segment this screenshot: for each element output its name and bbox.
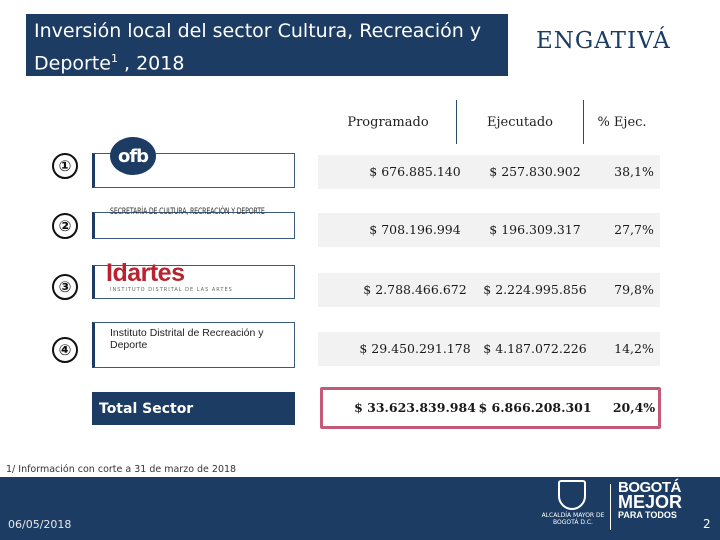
idartes-logo-subtitle: INSTITUTO DISTRITAL DE LAS ARTES (110, 287, 233, 293)
table-row (318, 213, 660, 247)
ofb-logo: ofb (110, 137, 156, 175)
col-header-ejecutado: Ejecutado (487, 114, 553, 130)
title-footnote-marker: 1 (110, 52, 118, 65)
entity-box-scrd (92, 212, 295, 239)
table-row (318, 332, 660, 366)
locality-name: ENGATIVÁ (536, 28, 671, 54)
entity-box-ofb (92, 153, 295, 188)
col-header-pct: % Ejec. (597, 114, 647, 130)
footer-bar (0, 477, 720, 540)
scrd-logo: SECRETARÍA DE CULTURA, RECREACIÓN Y DEPO… (110, 207, 265, 217)
entity-number-4: ④ (52, 337, 78, 363)
programado-value: $ 676.885.140 (369, 164, 461, 179)
table-row (318, 155, 660, 189)
col-divider (456, 100, 457, 144)
entity-box-idartes (92, 265, 295, 299)
total-row-frame (320, 387, 661, 429)
page-number: 2 (703, 517, 711, 531)
pct-value: 79,8% (614, 282, 654, 297)
pct-value: 14,2% (614, 341, 654, 356)
ejecutado-value: $ 196.309.317 (489, 222, 581, 237)
ejecutado-value: $ 257.830.902 (489, 164, 581, 179)
pct-value: 27,7% (614, 222, 654, 237)
table-row (318, 273, 660, 307)
slide-title: Inversión local del sector Cultura, Recr… (26, 14, 508, 76)
programado-value: $ 29.450.291.178 (359, 341, 471, 356)
alcaldia-label: ALCALDÍA MAYOR DE BOGOTÁ D.C. (541, 512, 605, 526)
entity-box-idrd (92, 322, 295, 368)
slide-date: 06/05/2018 (8, 518, 72, 531)
pct-value: 38,1% (614, 164, 654, 179)
footnote: 1/ Información con corte a 31 de marzo d… (6, 464, 237, 475)
col-divider (583, 100, 584, 144)
total-ejecutado-value: $ 6.866.208.301 (478, 400, 592, 415)
bogota-mejor-logo: BOGOTÁ MEJOR PARA TODOS (618, 479, 683, 520)
total-sector-label: Total Sector (92, 392, 295, 425)
total-pct-value: 20,4% (612, 400, 656, 415)
programado-value: $ 708.196.994 (369, 222, 461, 237)
ejecutado-value: $ 4.187.072.226 (483, 341, 587, 356)
city-crest-icon (558, 480, 586, 510)
ejecutado-value: $ 2.224.995.856 (483, 282, 587, 297)
idrd-logo: Instituto Distrital de Recreación y Depo… (110, 327, 264, 351)
footer-divider (610, 484, 611, 530)
idartes-logo: Idartes (106, 259, 185, 287)
programado-value: $ 2.788.466.672 (363, 282, 467, 297)
total-programado-value: $ 33.623.839.984 (354, 400, 476, 415)
entity-number-3: ③ (52, 274, 78, 300)
entity-number-2: ② (52, 213, 78, 239)
col-header-programado: Programado (347, 114, 429, 130)
entity-number-1: ① (52, 153, 78, 179)
